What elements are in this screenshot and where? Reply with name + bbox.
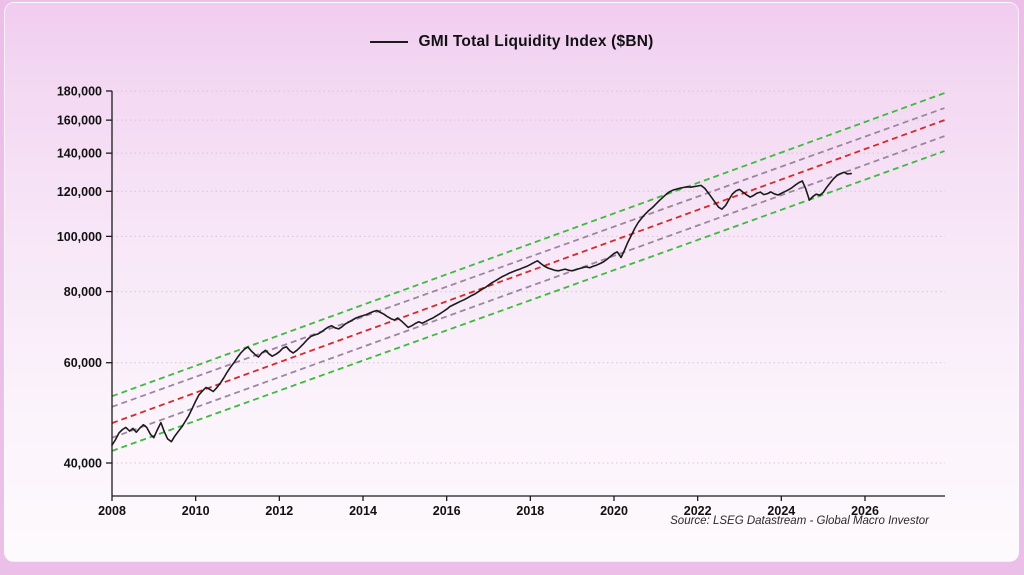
y-tick-label: 180,000 [57, 85, 102, 99]
chart-canvas: 40,000 60,000 80,000 100,000 120,000 140,000 1… [57, 85, 945, 518]
x-tick-label: 2010 [182, 504, 210, 518]
x-tick-label: 2016 [433, 504, 461, 518]
y-tick-label: 140,000 [57, 147, 102, 161]
channel-line-inner-lower [111, 135, 945, 439]
y-tick-label: 100,000 [57, 230, 102, 244]
x-tick-label: 2024 [767, 504, 795, 518]
y-tick-label: 120,000 [57, 185, 102, 199]
chart-card: GMI Total Liquidity Index ($BN) 40,000 60… [4, 2, 1019, 562]
channel-line-outer-upper [111, 92, 945, 398]
x-tick-label: 2012 [265, 504, 293, 518]
y-tick-label: 80,000 [64, 285, 102, 299]
source-credit: Source: LSEG Datastream - Global Macro I… [670, 515, 929, 527]
y-tick-label: 40,000 [64, 457, 102, 471]
x-tick-label: 2022 [684, 504, 712, 518]
x-tick-label: 2020 [600, 504, 628, 518]
x-tick-label: 2018 [516, 504, 544, 518]
legend-line-sample [369, 40, 408, 44]
x-tick-label: 2008 [98, 504, 126, 518]
series-line-gmi-total-liquidity [111, 171, 852, 446]
channel-line-inner-upper [111, 107, 945, 408]
chart-legend: GMI Total Liquidity Index ($BN) [5, 33, 1018, 51]
y-tick-label: 160,000 [57, 114, 102, 128]
y-tick-label: 60,000 [64, 356, 102, 370]
channel-line-midline [111, 119, 945, 424]
x-tick-label: 2014 [349, 504, 377, 518]
channel-line-outer-lower [111, 150, 945, 452]
chart-title: GMI Total Liquidity Index ($BN) [418, 33, 654, 50]
x-tick-label: 2026 [851, 504, 879, 518]
